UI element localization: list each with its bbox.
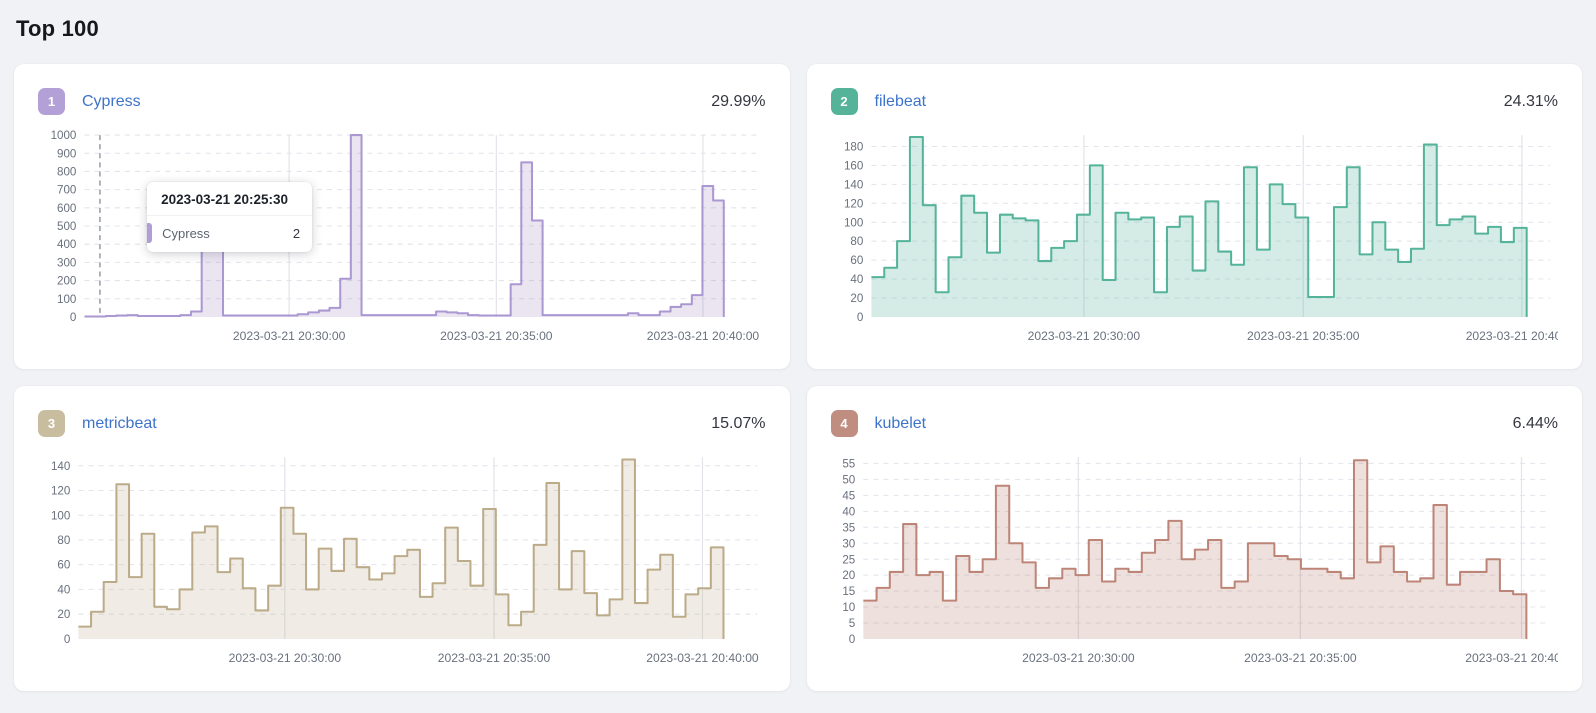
card-header: 4 kubelet 6.44% bbox=[830, 410, 1558, 437]
kubelet-chart[interactable]: 2023-03-21 20:30:00 2023-03-21 20:35:00 20… bbox=[831, 451, 1558, 669]
svg-text:0: 0 bbox=[64, 633, 70, 646]
svg-text:55: 55 bbox=[842, 457, 855, 470]
svg-text:140: 140 bbox=[843, 178, 862, 191]
svg-text:100: 100 bbox=[843, 216, 862, 229]
svg-text:2023-03-21 20:40:00: 2023-03-21 20:40:00 bbox=[646, 651, 759, 665]
page-title: Top 100 bbox=[16, 16, 99, 41]
percent-value: 29.99% bbox=[711, 92, 766, 110]
svg-text:35: 35 bbox=[842, 521, 855, 534]
svg-text:100: 100 bbox=[57, 293, 76, 306]
tooltip-timestamp: 2023-03-21 20:25:30 bbox=[147, 190, 313, 216]
svg-text:700: 700 bbox=[57, 184, 76, 197]
charts-grid: 1 Cypress 29.99% 2023-03-21 20:30:00 2023… bbox=[14, 64, 1582, 691]
svg-text:1000: 1000 bbox=[51, 129, 77, 142]
card-header: 1 Cypress 29.99% bbox=[38, 88, 766, 115]
card-header: 3 metricbeat 15.07% bbox=[38, 410, 766, 437]
svg-text:2023-03-21 20:30:00: 2023-03-21 20:30:00 bbox=[1027, 329, 1140, 343]
percent-value: 15.07% bbox=[711, 414, 766, 432]
svg-text:2023-03-21 20:35:00: 2023-03-21 20:35:00 bbox=[1244, 651, 1357, 665]
svg-text:0: 0 bbox=[70, 311, 76, 324]
chart-card-cypress: 1 Cypress 29.99% 2023-03-21 20:30:00 2023… bbox=[14, 64, 790, 369]
svg-text:140: 140 bbox=[51, 460, 70, 473]
chart-card-kubelet: 4 kubelet 6.44% 2023-03-21 20:30:00 2023-… bbox=[806, 386, 1582, 691]
svg-text:2023-03-21 20:30:00: 2023-03-21 20:30:00 bbox=[229, 651, 342, 665]
svg-text:50: 50 bbox=[842, 473, 855, 486]
tooltip-series-name: Cypress bbox=[162, 225, 210, 241]
rank-badge: 4 bbox=[830, 410, 858, 437]
svg-text:120: 120 bbox=[51, 485, 70, 498]
series-link-kubelet[interactable]: kubelet bbox=[874, 414, 927, 432]
svg-text:10: 10 bbox=[842, 601, 855, 614]
svg-text:500: 500 bbox=[57, 220, 76, 233]
svg-text:160: 160 bbox=[843, 159, 862, 172]
cypress-chart[interactable]: 2023-03-21 20:30:00 2023-03-21 20:35:00 20… bbox=[38, 129, 766, 347]
chart-card-metricbeat: 3 metricbeat 15.07% 2023-03-21 20:30:00 2… bbox=[14, 386, 790, 691]
svg-text:80: 80 bbox=[850, 235, 863, 248]
svg-text:30: 30 bbox=[842, 537, 855, 550]
tooltip-series-value: 2 bbox=[292, 225, 301, 241]
svg-text:2023-03-21 20:40:00: 2023-03-21 20:40:00 bbox=[1465, 651, 1558, 665]
svg-text:80: 80 bbox=[57, 534, 70, 547]
svg-text:800: 800 bbox=[57, 165, 76, 178]
svg-text:100: 100 bbox=[51, 509, 70, 522]
svg-text:0: 0 bbox=[856, 311, 862, 324]
svg-text:20: 20 bbox=[57, 608, 70, 621]
tooltip-series-marker bbox=[147, 223, 153, 243]
svg-text:2023-03-21 20:35:00: 2023-03-21 20:35:00 bbox=[1247, 329, 1360, 343]
rank-badge: 1 bbox=[38, 88, 65, 115]
percent-value: 24.31% bbox=[1503, 92, 1558, 110]
percent-value: 6.44% bbox=[1512, 414, 1558, 432]
svg-text:20: 20 bbox=[842, 569, 855, 582]
rank-badge: 2 bbox=[830, 88, 858, 115]
svg-text:15: 15 bbox=[842, 585, 855, 598]
svg-text:0: 0 bbox=[848, 633, 854, 646]
tooltip-row: Cypress 2 bbox=[147, 216, 312, 252]
svg-text:900: 900 bbox=[57, 147, 76, 160]
svg-text:2023-03-21 20:35:00: 2023-03-21 20:35:00 bbox=[440, 329, 553, 343]
card-header: 2 filebeat 24.31% bbox=[830, 88, 1558, 115]
series-link-cypress[interactable]: Cypress bbox=[82, 92, 141, 110]
svg-text:2023-03-21 20:30:00: 2023-03-21 20:30:00 bbox=[1022, 651, 1135, 665]
svg-text:40: 40 bbox=[842, 505, 855, 518]
svg-text:200: 200 bbox=[57, 275, 76, 288]
svg-text:60: 60 bbox=[57, 559, 70, 572]
svg-text:400: 400 bbox=[57, 238, 76, 251]
svg-text:2023-03-21 20:40:00: 2023-03-21 20:40:00 bbox=[647, 329, 760, 343]
svg-text:2023-03-21 20:40:00: 2023-03-21 20:40:00 bbox=[1465, 329, 1558, 343]
svg-text:180: 180 bbox=[843, 141, 862, 154]
filebeat-chart[interactable]: 2023-03-21 20:30:00 2023-03-21 20:35:00 20… bbox=[831, 129, 1558, 347]
svg-text:45: 45 bbox=[842, 489, 855, 502]
metricbeat-chart[interactable]: 2023-03-21 20:30:00 2023-03-21 20:35:00 20… bbox=[38, 451, 766, 669]
svg-text:40: 40 bbox=[57, 583, 70, 596]
svg-text:600: 600 bbox=[57, 202, 76, 215]
svg-text:20: 20 bbox=[850, 292, 863, 305]
rank-badge: 3 bbox=[38, 410, 65, 437]
svg-text:60: 60 bbox=[850, 254, 863, 267]
svg-text:40: 40 bbox=[850, 273, 863, 286]
svg-text:120: 120 bbox=[843, 197, 862, 210]
svg-text:300: 300 bbox=[57, 256, 76, 269]
svg-text:25: 25 bbox=[842, 553, 855, 566]
svg-text:2023-03-21 20:35:00: 2023-03-21 20:35:00 bbox=[438, 651, 551, 665]
svg-text:2023-03-21 20:30:00: 2023-03-21 20:30:00 bbox=[233, 329, 346, 343]
series-link-metricbeat[interactable]: metricbeat bbox=[82, 414, 157, 432]
chart-tooltip: 2023-03-21 20:25:30 Cypress 2 bbox=[147, 182, 313, 252]
svg-text:5: 5 bbox=[848, 617, 854, 630]
chart-card-filebeat: 2 filebeat 24.31% 2023-03-21 20:30:00 202… bbox=[806, 64, 1582, 369]
series-link-filebeat[interactable]: filebeat bbox=[874, 92, 927, 110]
